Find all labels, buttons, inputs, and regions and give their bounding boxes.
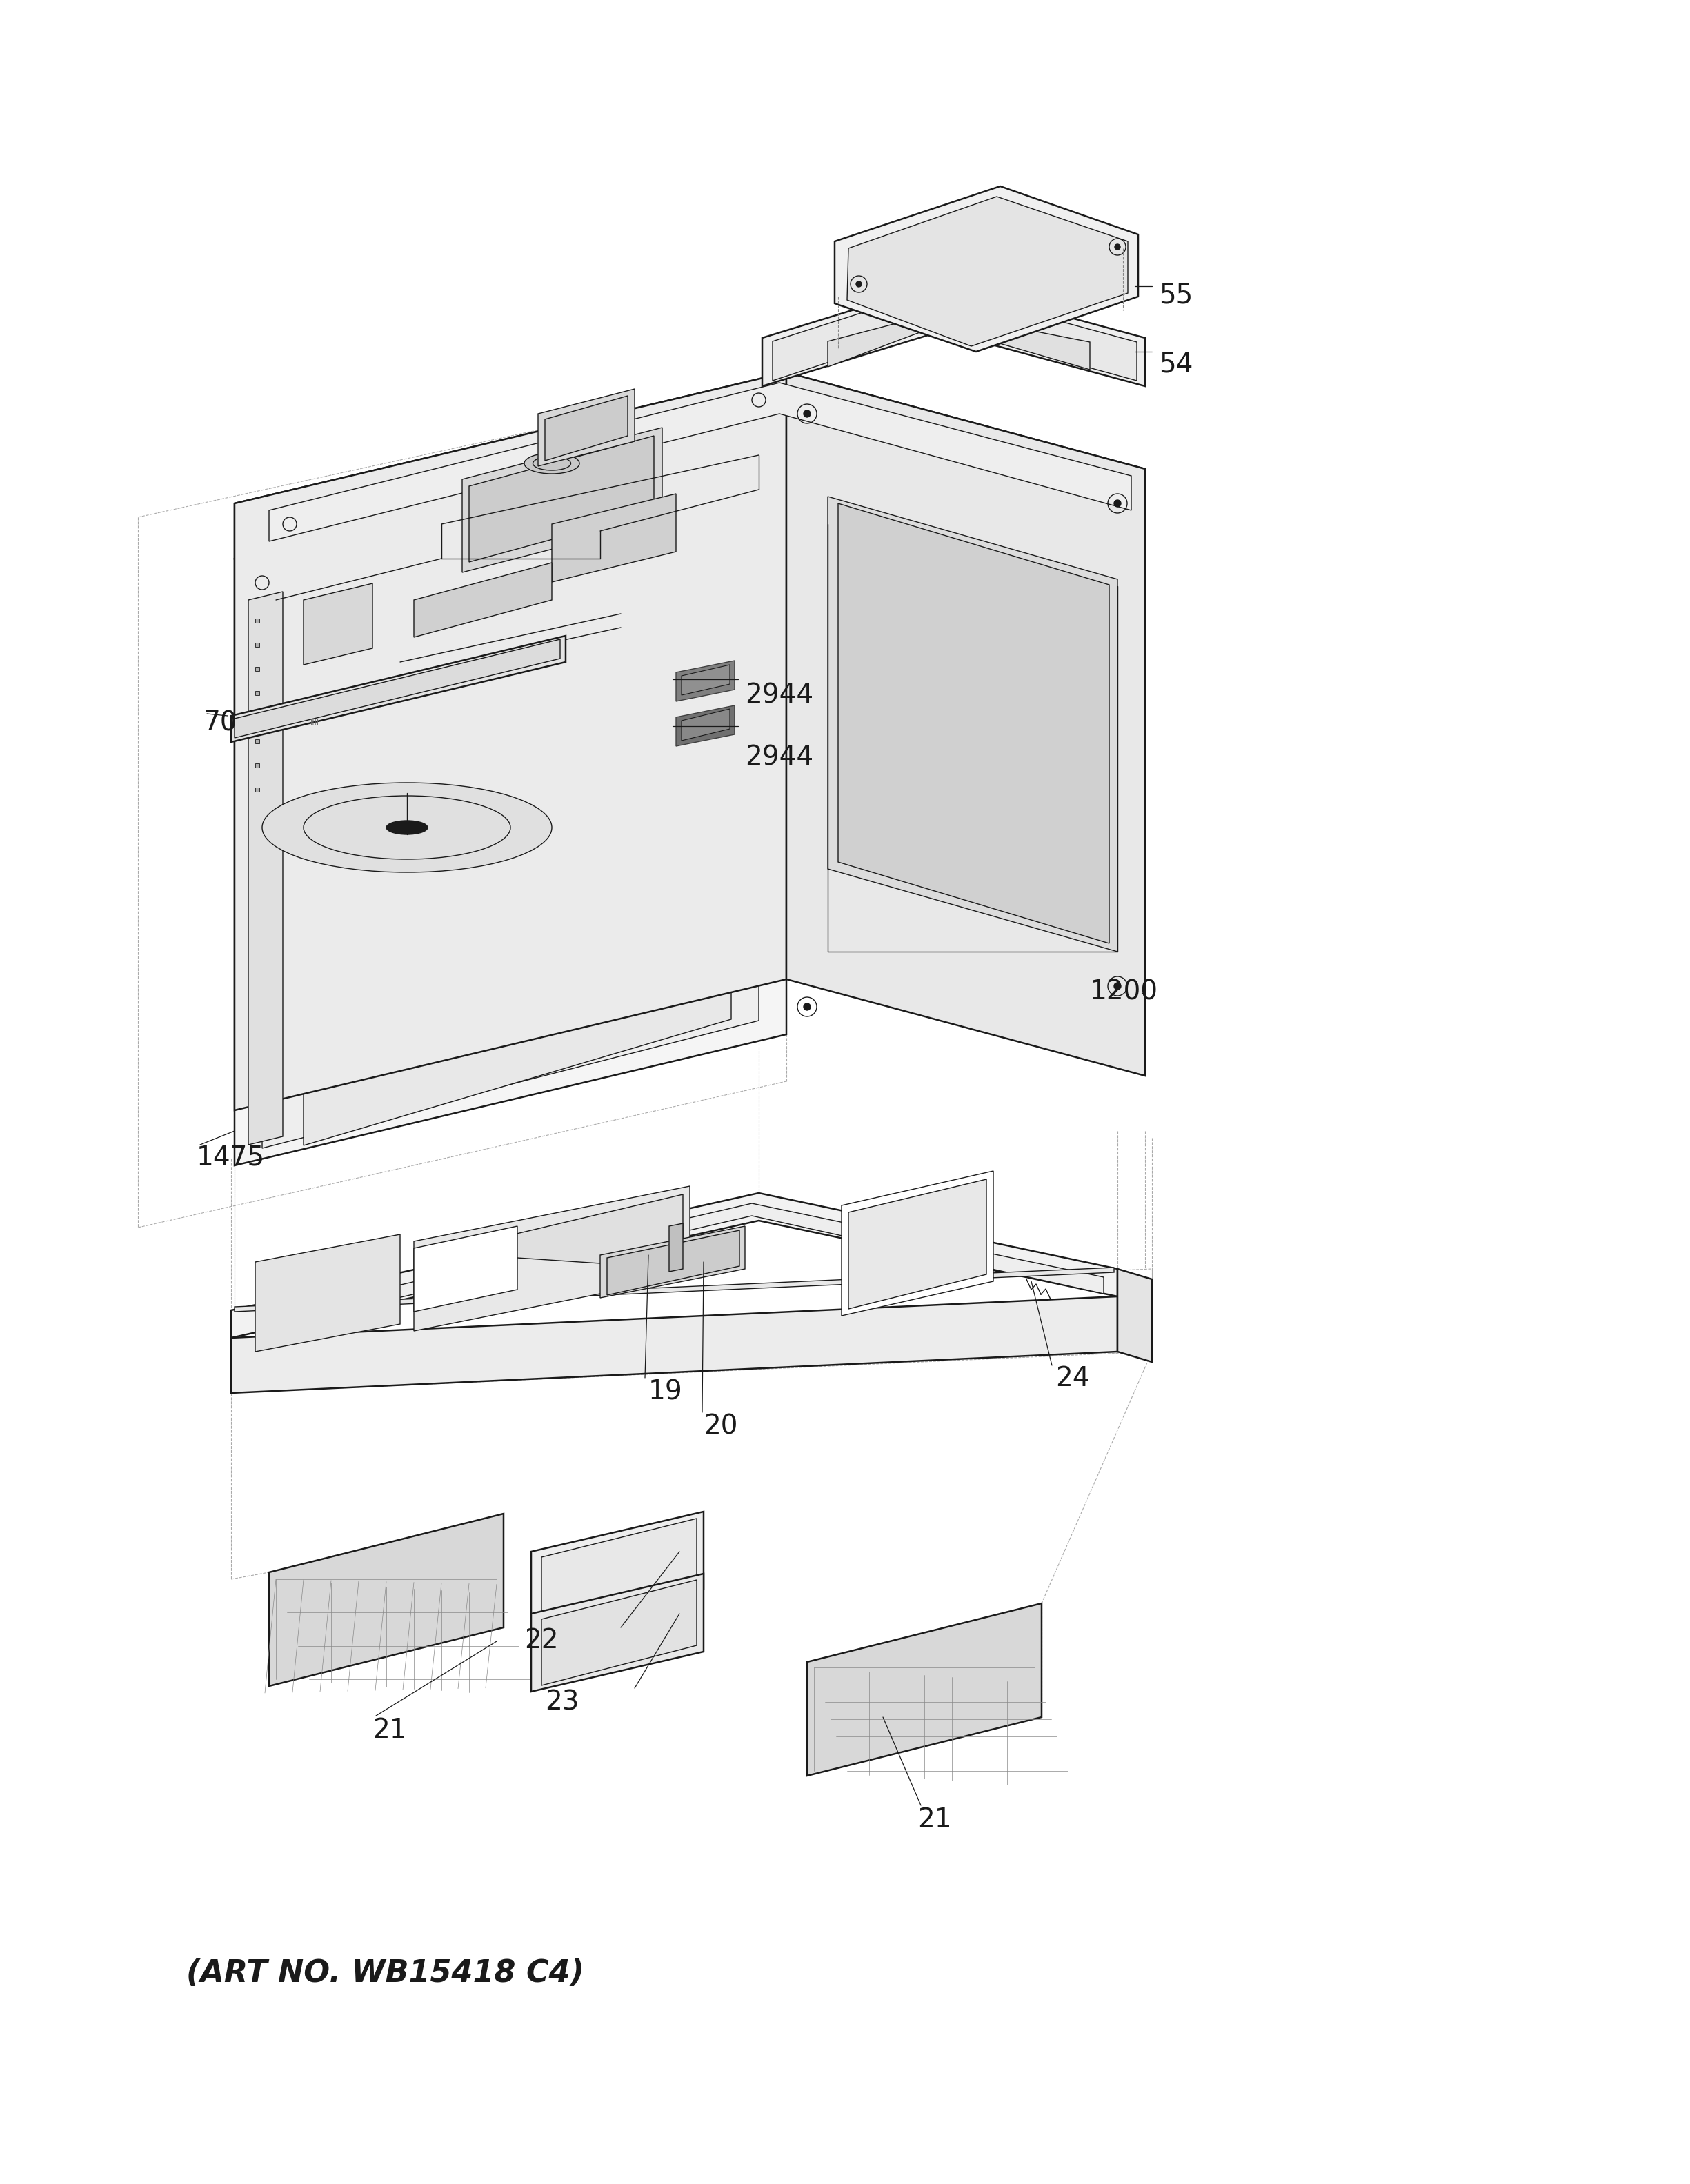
Polygon shape [269,382,1131,542]
Text: 1475: 1475 [196,1144,265,1171]
Circle shape [804,1002,811,1011]
Text: 54: 54 [1159,352,1193,378]
Polygon shape [772,288,1137,380]
Polygon shape [461,428,662,572]
Text: 70: 70 [203,710,238,736]
Polygon shape [600,1225,745,1297]
Polygon shape [676,705,735,747]
Polygon shape [414,1186,690,1330]
Polygon shape [553,494,676,581]
Polygon shape [235,373,786,1109]
Circle shape [1114,983,1120,989]
Polygon shape [531,1575,703,1693]
Polygon shape [232,636,566,743]
Polygon shape [842,1171,994,1315]
Polygon shape [786,373,1146,1077]
Text: 2944: 2944 [745,684,813,710]
Polygon shape [262,439,759,1149]
Text: 1200: 1200 [1090,978,1158,1005]
Polygon shape [248,592,282,1144]
Polygon shape [828,496,1117,952]
Polygon shape [544,395,627,461]
Polygon shape [470,437,654,561]
Polygon shape [847,197,1127,347]
Circle shape [804,411,811,417]
Text: 24: 24 [1055,1365,1090,1391]
Circle shape [1115,245,1120,249]
Polygon shape [537,389,635,465]
Polygon shape [1117,1269,1153,1363]
Polygon shape [848,1179,987,1308]
Polygon shape [681,664,730,695]
Text: 19: 19 [649,1380,683,1406]
Polygon shape [232,1297,1117,1393]
Circle shape [1114,500,1120,507]
Polygon shape [828,312,1090,369]
Polygon shape [838,505,1109,943]
Polygon shape [414,1225,517,1313]
Polygon shape [541,1579,696,1686]
Polygon shape [414,563,553,638]
Polygon shape [235,640,559,738]
Polygon shape [235,1267,1114,1313]
Polygon shape [835,186,1137,352]
Polygon shape [455,1195,683,1269]
Text: 21: 21 [372,1717,407,1743]
Text: 2944: 2944 [745,745,813,771]
Polygon shape [255,1203,1104,1330]
Polygon shape [808,1603,1041,1776]
Text: (ART NO. WB15418 C4): (ART NO. WB15418 C4) [186,1959,585,1987]
Polygon shape [676,660,735,701]
Text: 21: 21 [918,1806,951,1832]
Polygon shape [255,1234,401,1352]
Polygon shape [762,282,1146,387]
Polygon shape [531,1511,703,1629]
Polygon shape [235,428,786,1166]
Polygon shape [232,1192,1117,1339]
Ellipse shape [524,452,580,474]
Polygon shape [304,583,372,664]
Polygon shape [269,1514,504,1686]
Polygon shape [669,1223,683,1271]
Text: 22: 22 [524,1627,558,1653]
Polygon shape [681,710,730,740]
Text: IIII: IIII [311,719,319,725]
Ellipse shape [262,782,553,871]
Polygon shape [235,373,1146,559]
Polygon shape [304,463,732,1144]
Text: 23: 23 [544,1690,580,1717]
Polygon shape [607,1230,740,1295]
Text: 55: 55 [1159,282,1193,308]
Ellipse shape [387,821,428,834]
Text: 20: 20 [703,1413,739,1439]
Circle shape [857,282,862,286]
Polygon shape [541,1518,696,1623]
